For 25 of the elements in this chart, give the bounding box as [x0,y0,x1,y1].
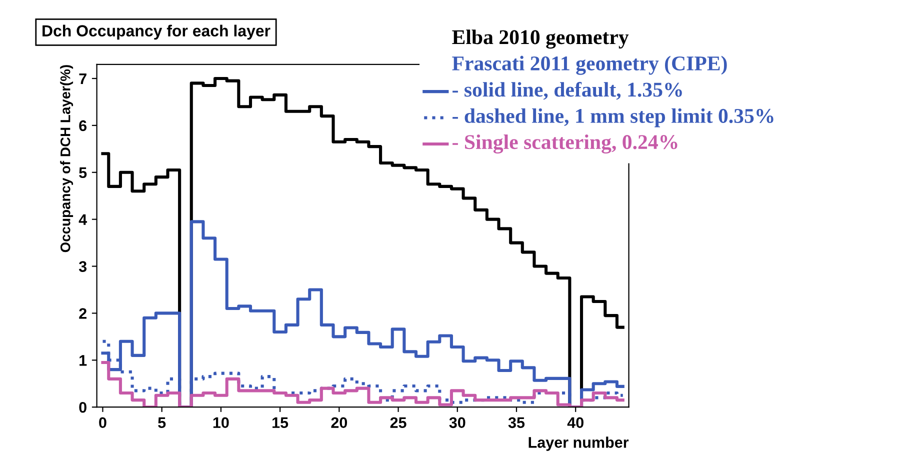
x-tick-label: 40 [567,417,584,428]
x-tick-label: 25 [390,417,406,428]
annotation: Frascati 2011 geometry (CIPE) [452,56,727,75]
x-tick-label: 20 [331,417,348,428]
y-tick-label: 2 [79,308,86,319]
x-tick-label: 10 [213,417,229,428]
legend-label: - solid line, default, 1.35% [452,82,682,100]
y-tick-label: 4 [78,214,88,225]
x-tick-label: 5 [158,417,166,428]
y-tick-label: 6 [79,120,87,132]
legend-label: - dashed line, 1 mm step limit 0.35% [452,108,774,128]
x-axis-title: Layer number [528,436,629,451]
legend-label: - Single scattering, 0.24% [452,134,678,154]
y-tick-label: 0 [79,402,86,413]
y-tick-label: 7 [79,74,86,84]
x-tick-label: 30 [449,417,466,428]
x-tick-label: 0 [99,417,106,428]
chart-title: Dch Occupancy for each layer [42,24,270,40]
y-tick-label: 1 [80,355,87,366]
y-tick-label: 3 [78,261,87,272]
x-tick-label: 15 [272,417,288,428]
y-tick-label: 5 [79,167,87,178]
x-tick-label: 35 [508,417,525,428]
text: Elba 2010 geometry [452,30,629,49]
y-axis-title: Occupancy of DCH Layer(%) [60,65,74,252]
